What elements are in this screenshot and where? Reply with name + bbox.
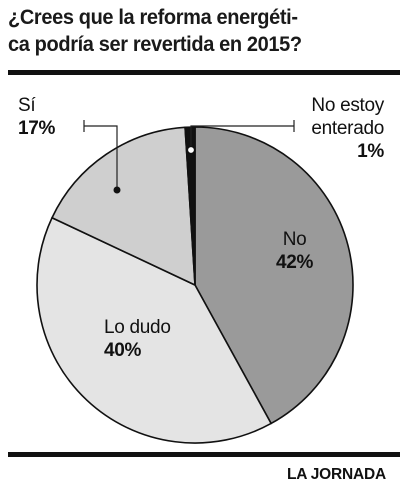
label-si: Sí 17% <box>18 94 55 140</box>
top-rule <box>8 70 400 75</box>
pie-slices <box>36 126 354 444</box>
label-no-enterado-pct: 1% <box>357 141 384 162</box>
chart-title: ¿Crees que la reforma energéti- ca podrí… <box>8 4 373 58</box>
label-si-name: Sí <box>18 95 36 116</box>
bottom-rule <box>8 452 400 457</box>
pie-slice-0 <box>194 126 354 425</box>
label-lo-dudo-pct: 40% <box>104 340 142 361</box>
label-no-enterado-line-2: enterado <box>311 118 384 139</box>
label-si-pct: 17% <box>18 118 56 139</box>
label-lo-dudo-name: Lo dudo <box>104 317 171 338</box>
label-no-pct: 42% <box>276 252 314 273</box>
label-no-enterado-line-1: No estoy <box>311 95 384 116</box>
leader-dot-no-enterado <box>186 145 196 155</box>
chart-title-line-2: ca podría ser revertida en 2015? <box>8 32 302 56</box>
source-credit: LA JORNADA <box>286 466 386 483</box>
pie-slice-3 <box>184 126 196 286</box>
label-no-enterado: No estoy enterado 1% <box>311 94 384 163</box>
label-no-name: No <box>282 229 307 250</box>
leader-line-si <box>84 125 118 189</box>
pie-slice-1 <box>36 216 272 444</box>
chart-title-line-1: ¿Crees que la reforma energéti- <box>8 5 298 29</box>
pie-slice-2 <box>51 126 196 286</box>
leader-dot-si <box>113 186 121 194</box>
label-lo-dudo: Lo dudo 40% <box>104 316 171 362</box>
leader-line-no-enterado <box>190 125 294 148</box>
label-no: No 42% <box>276 228 313 274</box>
